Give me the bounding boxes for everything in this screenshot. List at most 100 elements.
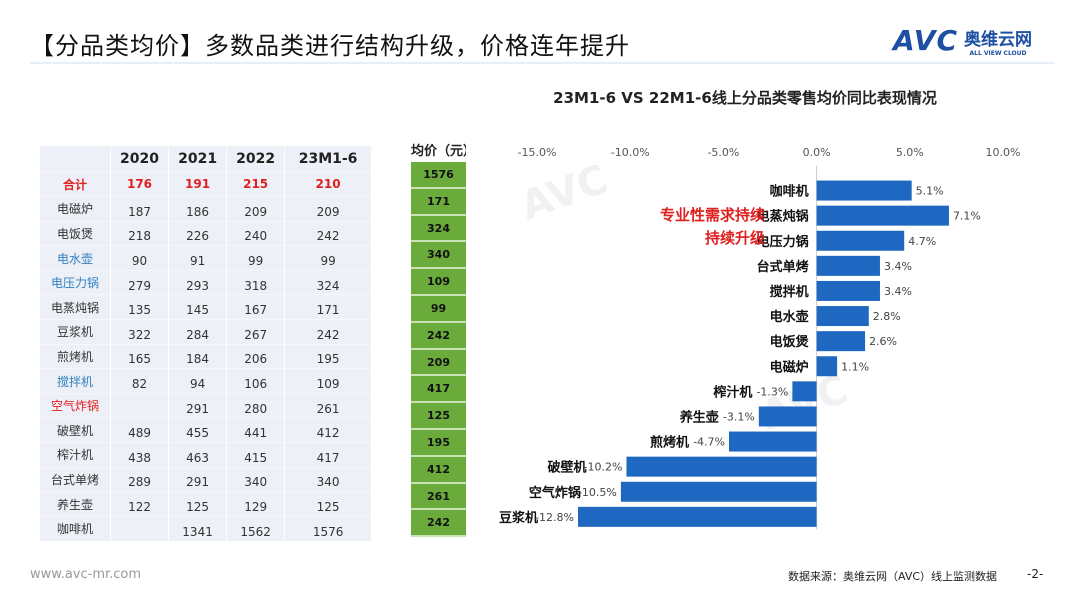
table-cell xyxy=(110,392,170,418)
row-label: 破壁机 xyxy=(40,417,111,443)
avc-logo: AVC 奥维云网 ALL VIEW CLOUD xyxy=(893,24,1032,57)
table-cell: 242 xyxy=(284,220,372,246)
category-label: 台式单烤 xyxy=(757,259,809,275)
table-cell: 122 xyxy=(110,491,170,517)
data-label: -3.1% xyxy=(723,410,755,423)
table-row: 电磁炉 187 186 209 209 xyxy=(40,196,372,222)
table-row: 空气炸锅 291 280 261 xyxy=(40,392,372,418)
table-cell: 324 xyxy=(284,269,372,295)
table-cell: 145 xyxy=(168,294,228,320)
table-cell: 129 xyxy=(226,491,286,517)
table-row: 养生壶 122 125 129 125 xyxy=(40,491,372,517)
row-label: 豆浆机 xyxy=(40,319,111,345)
data-label: -10.5% xyxy=(578,486,617,499)
column-header: 2022 xyxy=(226,146,286,172)
data-source: 数据来源：奥维云网（AVC）线上监测数据 xyxy=(788,570,998,583)
bar xyxy=(816,356,838,377)
table-cell: 176 xyxy=(110,171,170,197)
table-cell: 415 xyxy=(226,442,286,468)
table-cell: 94 xyxy=(168,368,228,394)
table-cell: 186 xyxy=(168,196,228,222)
avg-price-cell: 125 xyxy=(411,403,466,430)
data-label: -10.2% xyxy=(584,461,623,474)
table-cell: 82 xyxy=(110,368,170,394)
table-cell: 99 xyxy=(226,245,286,271)
row-label: 煎烤机 xyxy=(40,343,111,369)
category-label: 养生壶 xyxy=(679,409,719,425)
table-cell: 489 xyxy=(110,417,170,443)
category-label: 电压力锅 xyxy=(757,234,809,250)
bar xyxy=(758,406,817,427)
category-label: 咖啡机 xyxy=(770,184,809,200)
row-label: 电饭煲 xyxy=(40,220,111,246)
table-cell: 210 xyxy=(284,171,372,197)
category-label: 电饭煲 xyxy=(770,334,810,350)
avg-price-cell: 242 xyxy=(411,510,466,538)
table-row: 煎烤机 165 184 206 195 xyxy=(40,343,372,369)
category-label: 破壁机 xyxy=(547,460,586,476)
table-cell: 293 xyxy=(168,269,228,295)
table-cell: 291 xyxy=(168,466,228,492)
category-label: 空气炸锅 xyxy=(529,485,581,501)
bar xyxy=(816,255,880,276)
yoy-bar-chart: -15.0% -10.0% -5.0% 0.0% 5.0% 10.0% 5.1% 咖啡机 7.1… xyxy=(499,146,1020,530)
category-label: 榨汁机 xyxy=(712,384,752,400)
data-label: 3.4% xyxy=(884,260,912,273)
avg-price-cell: 195 xyxy=(411,429,466,457)
table-cell: 125 xyxy=(284,491,372,517)
avg-price-cell: 242 xyxy=(411,322,466,350)
table-row: 电饭煲 218 226 240 242 xyxy=(40,220,372,246)
column-header: 23M1-6 xyxy=(284,146,372,172)
table-cell: 279 xyxy=(110,269,170,295)
avg-price-cell: 109 xyxy=(411,269,466,296)
footer-url[interactable]: www.avc-mr.com xyxy=(30,567,142,582)
bar xyxy=(816,280,880,301)
table-cell: 438 xyxy=(110,442,170,468)
table-cell: 99 xyxy=(284,245,372,271)
avg-price-cell: 1576 xyxy=(411,162,466,189)
x-tick-label: -10.0% xyxy=(611,146,650,159)
bar xyxy=(816,205,949,226)
table-cell: 1341 xyxy=(168,515,228,541)
table-row: 咖啡机 1341 1562 1576 xyxy=(40,515,372,541)
table-cell: 226 xyxy=(168,220,228,246)
row-label: 台式单烤 xyxy=(40,466,111,492)
column-header xyxy=(40,146,111,172)
annotation-line-1: 专业性需求持续 xyxy=(660,206,766,224)
avg-price-cell: 340 xyxy=(411,242,466,270)
x-tick-label: -5.0% xyxy=(707,146,739,159)
row-label: 合计 xyxy=(40,171,111,197)
row-label: 搅拌机 xyxy=(40,368,111,394)
category-label: 电水壶 xyxy=(770,309,809,325)
x-tick-label: 0.0% xyxy=(803,146,831,159)
bar xyxy=(578,506,817,527)
avg-price-cell: 261 xyxy=(411,483,466,511)
data-label: 2.6% xyxy=(869,335,897,348)
table-cell: 106 xyxy=(226,368,286,394)
category-label: 搅拌机 xyxy=(770,284,809,300)
table-cell: 191 xyxy=(168,171,228,197)
table-cell: 417 xyxy=(284,442,372,468)
table-cell: 195 xyxy=(284,343,372,369)
table-cell: 209 xyxy=(226,196,286,222)
table-cell: 289 xyxy=(110,466,170,492)
table-cell: 261 xyxy=(284,392,372,418)
x-tick-label: 5.0% xyxy=(896,146,924,159)
table-cell: 318 xyxy=(226,269,286,295)
table-cell: 1576 xyxy=(284,515,372,541)
column-header: 2020 xyxy=(110,146,170,172)
bar xyxy=(626,456,817,477)
data-label: -4.7% xyxy=(693,436,725,449)
avg-price-cell: 324 xyxy=(411,215,466,243)
table-cell: 242 xyxy=(284,319,372,345)
table-row: 电蒸炖锅 135 145 167 171 xyxy=(40,294,372,320)
table-cell: 240 xyxy=(226,220,286,246)
category-label: 电蒸炖锅 xyxy=(757,209,809,225)
avg-price-cell: 171 xyxy=(411,188,466,216)
row-label: 榨汁机 xyxy=(40,442,111,468)
table-cell: 90 xyxy=(110,245,170,271)
table-cell: 340 xyxy=(226,466,286,492)
table-cell: 291 xyxy=(168,392,228,418)
avg-price-cell: 417 xyxy=(411,376,466,404)
category-label: 电磁炉 xyxy=(770,359,809,375)
